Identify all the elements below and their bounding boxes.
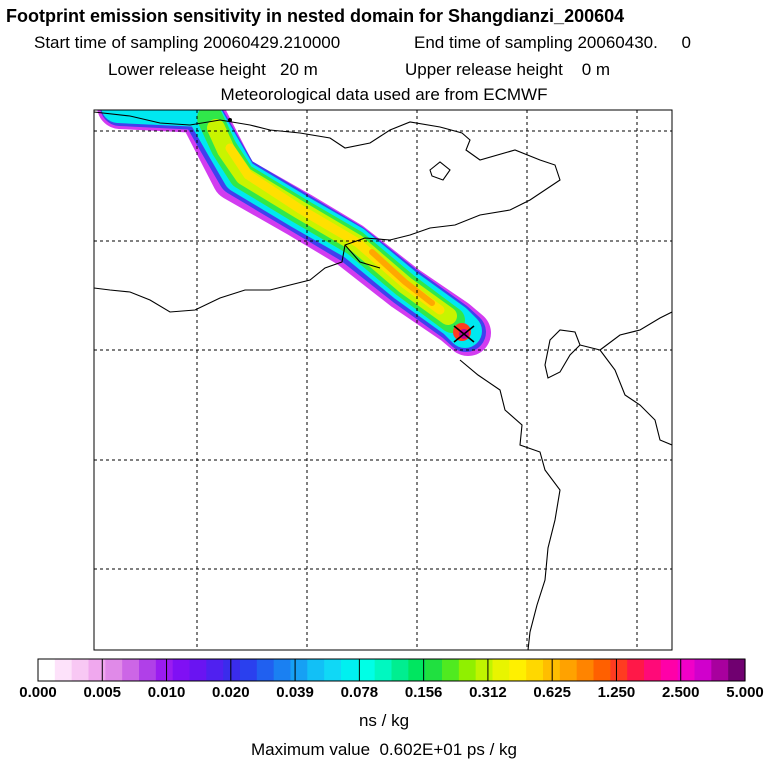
colorbar-segment <box>139 659 157 681</box>
colorbar-segment <box>694 659 712 681</box>
colorbar-segment <box>307 659 325 681</box>
colorbar-tick-label: 0.312 <box>469 684 507 701</box>
colorbar-segment <box>357 659 376 681</box>
colorbar-tick-label: 0.039 <box>276 684 314 701</box>
colorbar-segment <box>88 659 106 681</box>
colorbar-tick-label: 0.000 <box>19 684 57 701</box>
colorbar-tick-label: 5.000 <box>726 684 764 701</box>
colorbar <box>38 659 746 681</box>
start-time-label: Start time of sampling 20060429.210000 <box>34 33 341 52</box>
colorbar-segment <box>122 659 140 681</box>
colorbar-tick-label: 2.500 <box>661 684 700 701</box>
colorbar-tick-label: 0.156 <box>404 684 443 701</box>
colorbar-segment <box>172 659 191 681</box>
map-content <box>94 110 672 650</box>
colorbar-segment <box>189 659 207 681</box>
colorbar-segment <box>526 659 544 681</box>
colorbar-segment <box>425 659 443 681</box>
lower-release-label: Lower release height 20 m <box>108 60 318 79</box>
plot-title: Footprint emission sensitivity in nested… <box>6 6 625 26</box>
colorbar-segment <box>576 659 595 681</box>
colorbar-segment <box>627 659 645 681</box>
coastlines <box>94 111 672 650</box>
colorbar-tick-label: 0.078 <box>340 684 379 701</box>
max-value-label: Maximum value 0.602E+01 ps / kg <box>251 740 517 759</box>
colorbar-segment <box>240 659 258 681</box>
colorbar-segment <box>660 659 679 681</box>
colorbar-segment <box>290 659 308 681</box>
map-frame <box>93 109 673 651</box>
colorbar-segment <box>559 659 578 681</box>
colorbar-units: ns / kg <box>358 711 410 730</box>
colorbar-segment <box>610 659 628 681</box>
colorbar-segment <box>206 659 224 681</box>
met-data-label: Meteorological data used are from ECMWF <box>220 85 548 104</box>
receptor-marker-icon <box>453 325 475 343</box>
colorbar-tick-label: 0.010 <box>147 684 186 701</box>
colorbar-segment <box>273 659 292 681</box>
colorbar-segment <box>677 659 696 681</box>
colorbar-tick-marks <box>37 659 746 681</box>
colorbar-segment <box>341 659 359 681</box>
colorbar-segment <box>155 659 174 681</box>
end-time-label: End time of sampling 20060430. 0 <box>414 33 691 52</box>
plume-layer-orange <box>369 249 435 306</box>
colorbar-segment <box>71 659 90 681</box>
colorbar-segment <box>54 659 73 681</box>
grid-lines <box>94 110 672 650</box>
colorbar-segment <box>256 659 275 681</box>
colorbar-segment <box>391 659 409 681</box>
colorbar-segment <box>475 659 494 681</box>
upper-release-label: Upper release height 0 m <box>405 60 611 79</box>
colorbar-segment <box>105 659 123 681</box>
footprint-plume <box>97 110 491 356</box>
colorbar-tick-label: 0.005 <box>83 684 122 701</box>
colorbar-segment <box>644 659 662 681</box>
colorbar-segment <box>374 659 393 681</box>
colorbar-segment <box>223 659 241 681</box>
colorbar-segment <box>593 659 611 681</box>
colorbar-segment <box>458 659 477 681</box>
colorbar-segment <box>38 659 56 681</box>
colorbar-segment <box>728 659 746 681</box>
colorbar-segment <box>492 659 510 681</box>
colorbar-segment <box>509 659 527 681</box>
colorbar-segment <box>711 659 729 681</box>
colorbar-tick-label: 0.625 <box>533 684 571 701</box>
colorbar-segment <box>324 659 342 681</box>
colorbar-segment <box>408 659 426 681</box>
colorbar-tick-label: 1.250 <box>597 684 636 701</box>
colorbar-segment <box>442 659 460 681</box>
colorbar-tick-label: 0.020 <box>212 684 250 701</box>
